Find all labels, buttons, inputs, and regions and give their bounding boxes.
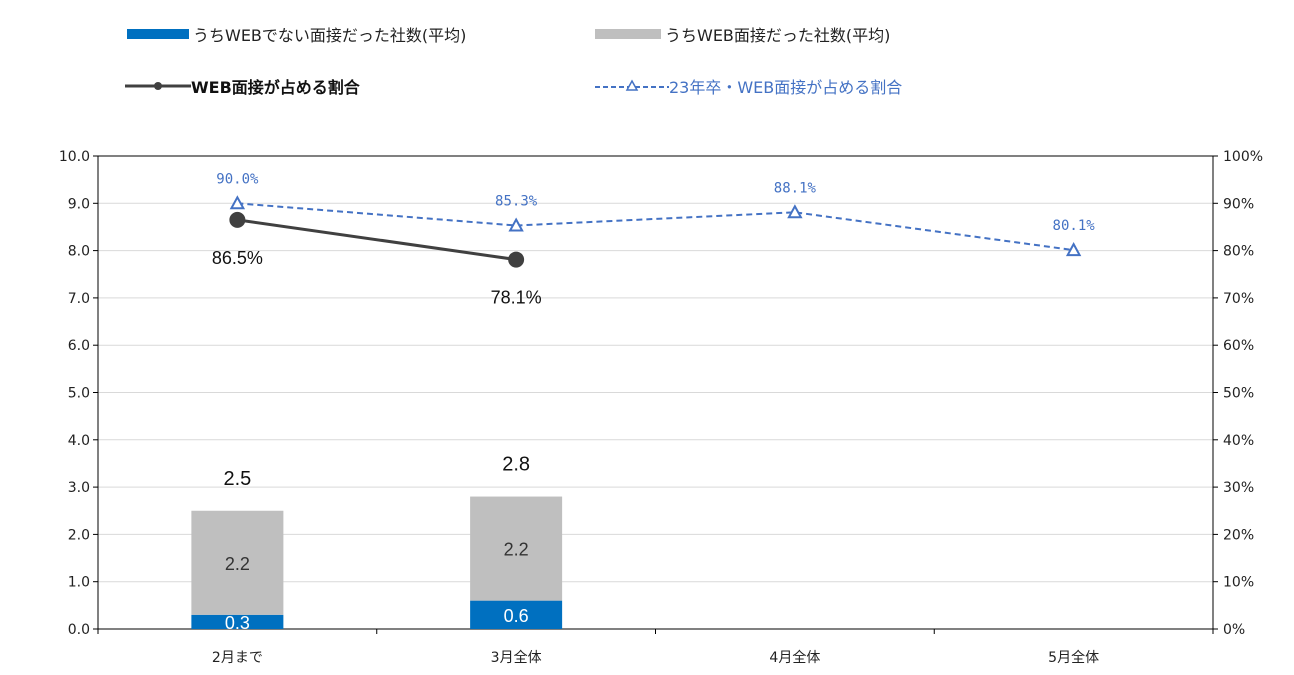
data-label-ratio: 86.5% <box>212 248 263 268</box>
legend-label-non-web: うちWEBでない面接だった社数(平均) <box>193 26 467 45</box>
y-right-tick-label: 60% <box>1223 338 1254 354</box>
legend-swatch-web <box>595 29 661 39</box>
y-right-tick-label: 90% <box>1223 196 1254 212</box>
bar-non-web <box>191 614 284 629</box>
y-left-tick-label: 7.0 <box>68 291 90 307</box>
y-right-tick-label: 30% <box>1223 480 1254 496</box>
legend-item-non-web: うちWEBでない面接だった社数(平均) <box>127 22 466 46</box>
legend-swatch-ratio <box>125 82 191 90</box>
y-right-tick-label: 10% <box>1223 575 1254 591</box>
bar-label-web: 2.2 <box>225 554 250 574</box>
legend-label-web: うちWEB面接だった社数(平均) <box>665 26 891 45</box>
legend-label-ratio23: 23年卒・WEB面接が占める割合 <box>669 78 903 97</box>
y-left-tick-label: 9.0 <box>68 196 90 212</box>
x-tick-label: 3月全体 <box>491 649 542 666</box>
legend-item-ratio: WEB面接が占める割合 <box>125 74 360 98</box>
marker-ratio <box>229 211 246 228</box>
bar-web <box>191 510 284 615</box>
marker-ratio23 <box>508 217 524 232</box>
y-right-tick-label: 100% <box>1223 149 1263 165</box>
bar-web <box>470 496 563 601</box>
y-right-tick-label: 40% <box>1223 433 1254 449</box>
y-left-tick-label: 1.0 <box>68 575 90 591</box>
y-left-tick-label: 10.0 <box>59 149 90 165</box>
data-label-ratio: 78.1% <box>491 288 542 308</box>
bar-label-non-web: 0.3 <box>225 613 250 633</box>
data-label-ratio23: 90.0% <box>216 171 259 187</box>
line-ratio23 <box>237 202 1074 252</box>
y-left-tick-label: 8.0 <box>68 244 90 260</box>
bar-total-label: 2.5 <box>223 468 251 490</box>
y-right-tick-label: 80% <box>1223 244 1254 260</box>
bar-non-web <box>470 600 563 629</box>
x-tick-label: 5月全体 <box>1048 649 1099 666</box>
bar-label-non-web: 0.6 <box>504 606 529 626</box>
y-left-tick-label: 0.0 <box>68 622 90 638</box>
y-right-tick-label: 20% <box>1223 527 1254 543</box>
data-label-ratio23: 80.1% <box>1053 218 1096 234</box>
marker-ratio23 <box>1065 242 1082 257</box>
y-left-tick-label: 5.0 <box>68 386 90 402</box>
marker-ratio <box>508 251 525 268</box>
marker-ratio23 <box>229 195 246 210</box>
legend-swatch-ratio23 <box>595 79 669 91</box>
y-left-tick-label: 4.0 <box>68 433 90 449</box>
x-tick-label: 4月全体 <box>769 649 820 666</box>
y-right-tick-label: 50% <box>1223 386 1254 402</box>
bar-label-web: 2.2 <box>504 540 529 560</box>
data-label-ratio23: 88.1% <box>774 180 817 196</box>
legend-item-ratio23: 23年卒・WEB面接が占める割合 <box>595 74 902 98</box>
y-right-tick-label: 70% <box>1223 291 1254 307</box>
chart-legend: うちWEBでない面接だった社数(平均) うちWEB面接だった社数(平均) WEB… <box>0 0 1294 120</box>
y-left-tick-label: 6.0 <box>68 338 90 354</box>
marker-ratio23 <box>787 204 803 219</box>
y-right-tick-label: 0% <box>1223 622 1245 638</box>
legend-swatch-non-web <box>127 29 189 39</box>
y-left-tick-label: 3.0 <box>68 480 90 496</box>
line-ratio <box>237 218 517 262</box>
x-tick-label: 2月まで <box>212 650 263 666</box>
legend-item-web: うちWEB面接だった社数(平均) <box>595 22 890 46</box>
bar-total-label: 2.8 <box>502 454 530 476</box>
legend-label-ratio: WEB面接が占める割合 <box>191 78 360 97</box>
data-label-ratio23: 85.3% <box>495 194 538 210</box>
y-left-tick-label: 2.0 <box>68 527 90 543</box>
